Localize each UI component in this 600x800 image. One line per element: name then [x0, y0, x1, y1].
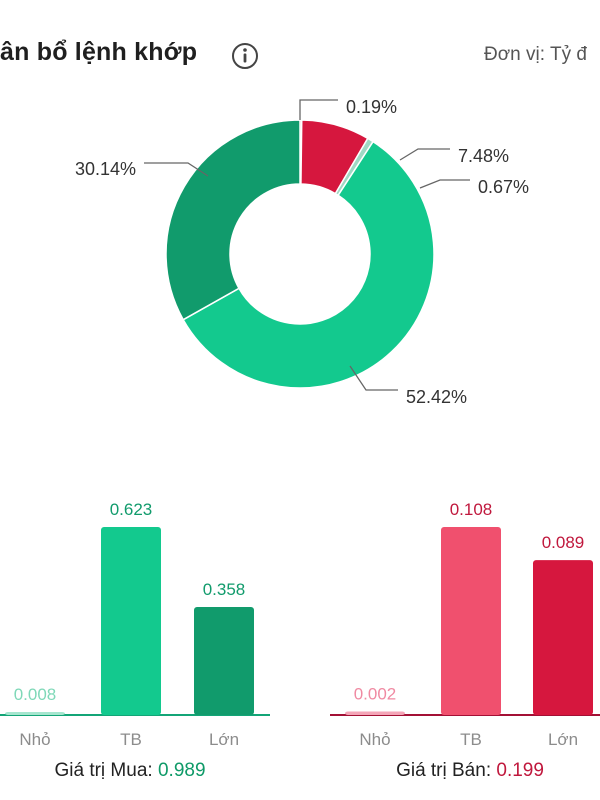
bar-value-label: 0.002 [354, 685, 397, 704]
category-label: Nhỏ [19, 730, 50, 749]
bar-value-label: 0.108 [450, 500, 493, 519]
category-label: Nhỏ [359, 730, 390, 749]
allocation-donut-chart: 0.19% 7.48% 0.67% 52.42% 30.14% [75, 97, 529, 407]
donut-slice [165, 119, 301, 321]
bar-value-label: 0.358 [203, 580, 246, 599]
bar [101, 527, 161, 715]
donut-slice-label: 0.19% [346, 97, 397, 117]
donut-slice-label: 0.67% [478, 177, 529, 197]
sell-total-label: Giá trị Bán: [396, 760, 492, 781]
bar [533, 560, 593, 715]
bar [345, 711, 405, 715]
category-label: Lớn [209, 730, 239, 749]
unit-label: Đơn vị: Tỷ đ [484, 44, 587, 65]
donut-leader-line [299, 99, 338, 120]
bar [194, 606, 254, 715]
category-label: Lớn [548, 730, 578, 749]
donut-slice-label: 52.42% [406, 387, 467, 407]
bar-value-label: 0.008 [14, 685, 57, 704]
bar [5, 712, 65, 715]
donut-slice-label: 7.48% [458, 146, 509, 166]
category-label: TB [460, 730, 482, 749]
donut-leader-line [349, 365, 398, 391]
page-title: ân bổ lệnh khớp [0, 38, 198, 66]
donut-leader-line [399, 148, 450, 161]
donut-slice-label: 30.14% [75, 159, 136, 179]
bar-value-label: 0.089 [542, 533, 585, 552]
bar [441, 527, 501, 715]
buy-bar-chart: 0.008 Nhỏ 0.623 TB 0.358 Lớn [0, 500, 270, 749]
donut-slice [182, 140, 435, 389]
donut-leader-line [144, 162, 209, 177]
sell-total-value: 0.199 [496, 760, 544, 781]
buy-total-value: 0.989 [157, 760, 206, 781]
sell-total: Giá trị Bán: 0.199 [340, 760, 600, 782]
bar-value-label: 0.623 [110, 500, 153, 519]
info-icon[interactable] [230, 41, 260, 71]
category-label: TB [120, 730, 142, 749]
sell-bar-chart: 0.002 Nhỏ 0.108 TB 0.089 Lớn [330, 500, 600, 749]
buy-total-label: Giá trị Mua: [54, 760, 153, 781]
buy-total: Giá trị Mua: 0.989 [0, 760, 260, 782]
donut-leader-line [419, 179, 470, 189]
